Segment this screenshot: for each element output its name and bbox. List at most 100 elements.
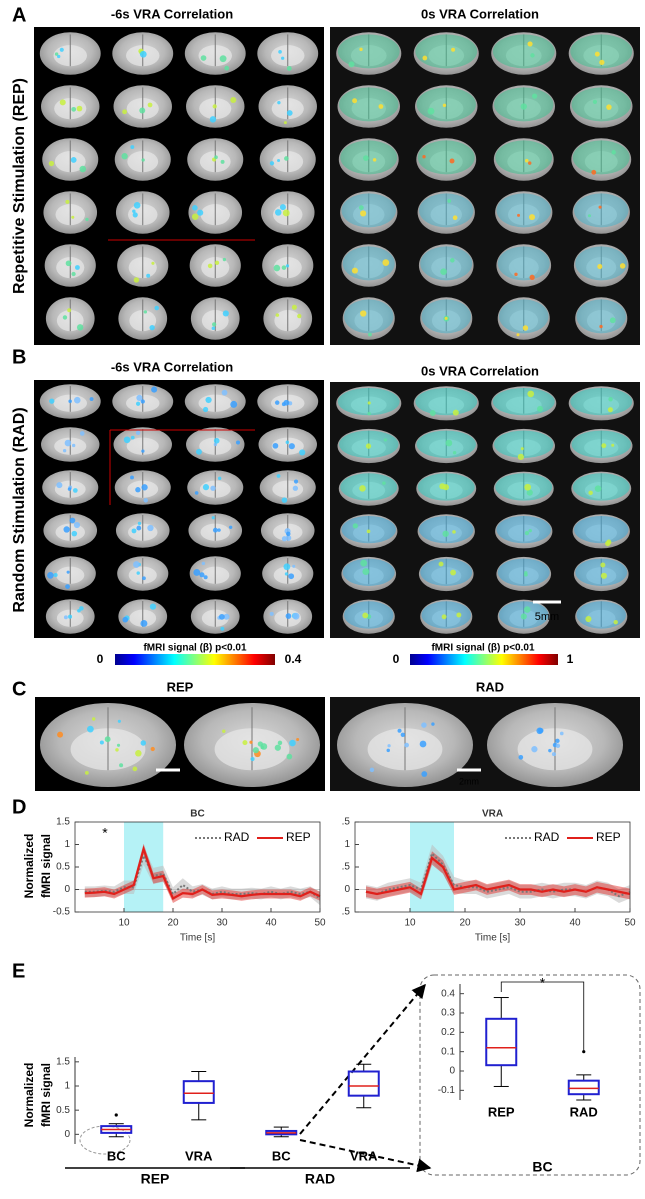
box: [485, 1017, 518, 1067]
activation-blob: [296, 738, 300, 742]
activation-blob: [131, 528, 137, 534]
activation-blob: [135, 430, 141, 436]
x-tick-label: 10: [118, 918, 130, 929]
activation-blob: [49, 398, 55, 404]
activation-blob: [65, 260, 72, 267]
x-tick-label: 40: [265, 918, 277, 929]
activation-blob: [537, 405, 543, 412]
activation-overlay: [495, 473, 553, 501]
activation-blob: [281, 265, 287, 270]
activation-overlay: [576, 601, 626, 629]
activation-blob: [68, 399, 72, 404]
activation-blob: [140, 740, 147, 746]
legend-label: REP: [286, 830, 311, 844]
activation-blob: [209, 116, 217, 123]
activation-overlay: [574, 515, 629, 544]
activation-blob: [221, 389, 228, 396]
activation-blob: [360, 210, 367, 217]
activation-blob: [619, 263, 626, 269]
x-tick-label: 20: [167, 918, 179, 929]
activation-blob: [201, 561, 206, 566]
activation-blob: [99, 740, 104, 745]
activation-blob: [383, 438, 388, 442]
activation-blob: [524, 571, 528, 575]
activation-blob: [199, 572, 205, 578]
activation-blob: [222, 310, 229, 317]
activation-blob: [551, 752, 556, 757]
x-axis-label: Time [s]: [180, 933, 215, 944]
activation-blob: [529, 214, 536, 221]
activation-blob: [66, 570, 70, 574]
box: [567, 1079, 600, 1096]
activation-blob: [360, 559, 368, 567]
activation-blob: [76, 324, 84, 331]
activation-blob: [71, 443, 76, 448]
activation-blob: [135, 750, 142, 757]
activation-blob: [283, 121, 287, 125]
activation-blob: [397, 728, 402, 733]
activation-blob: [362, 568, 370, 576]
activation-blob: [441, 614, 447, 620]
activation-blob: [74, 265, 80, 270]
activation-blob: [69, 517, 76, 524]
activation-blob: [130, 145, 135, 149]
activation-overlay: [495, 140, 553, 175]
activation-blob: [249, 740, 253, 744]
activation-blob: [139, 50, 147, 58]
activation-overlay: [341, 193, 396, 228]
scale-bar-label: 2mm: [459, 776, 479, 786]
activation-overlay: [492, 34, 555, 69]
activation-blob: [288, 573, 295, 580]
data-line: [84, 845, 321, 901]
activation-overlay: [339, 87, 399, 122]
activation-overlay: [575, 558, 628, 586]
panel-letter: E: [12, 960, 25, 982]
error-band: [84, 846, 320, 906]
activation-blob: [205, 396, 212, 404]
activation-blob: [601, 443, 607, 449]
activation-blob: [133, 201, 141, 209]
panel-letter: B: [12, 346, 26, 368]
activation-overlay: [419, 515, 474, 544]
activation-blob: [520, 447, 524, 451]
activation-overlay: [496, 193, 551, 228]
activation-blob: [286, 66, 292, 71]
activation-blob: [284, 572, 289, 576]
activation-blob: [599, 59, 605, 65]
activation-blob: [523, 606, 531, 613]
activation-overlay: [420, 558, 473, 586]
activation-blob: [146, 273, 151, 278]
activation-blob: [202, 484, 210, 491]
x-tick-label: 20: [459, 918, 471, 929]
activation-blob: [351, 267, 358, 274]
activation-blob: [212, 527, 218, 533]
activation-blob: [217, 476, 222, 481]
activation-blob: [214, 260, 220, 266]
colorbar-title: fMRI signal (β) p<0.01: [143, 643, 247, 654]
activation-blob: [442, 103, 447, 108]
activation-blob: [141, 158, 145, 162]
activation-blob: [609, 317, 616, 324]
activation-blob: [48, 160, 55, 167]
activation-blob: [136, 571, 140, 575]
activation-blob: [117, 719, 121, 723]
activation-blob: [367, 411, 371, 416]
activation-blob: [365, 443, 372, 449]
chart-title: VRA: [482, 809, 503, 820]
row-label: Random Stimulation (RAD): [11, 407, 28, 612]
activation-blob: [222, 729, 226, 733]
activation-overlay: [570, 387, 633, 416]
x-tick-label: 30: [216, 918, 228, 929]
activation-blob: [522, 325, 529, 331]
y-tick-label: .5: [342, 907, 351, 918]
activation-blob: [297, 313, 302, 319]
x-tick-label: 10: [404, 918, 416, 929]
activation-blob: [207, 263, 213, 269]
activation-blob: [141, 484, 148, 491]
activation-blob: [421, 722, 427, 728]
box: [182, 1080, 215, 1104]
activation-overlay: [571, 87, 631, 122]
activation-blob: [517, 213, 521, 217]
activation-blob: [277, 158, 281, 162]
error-band: [84, 843, 320, 903]
